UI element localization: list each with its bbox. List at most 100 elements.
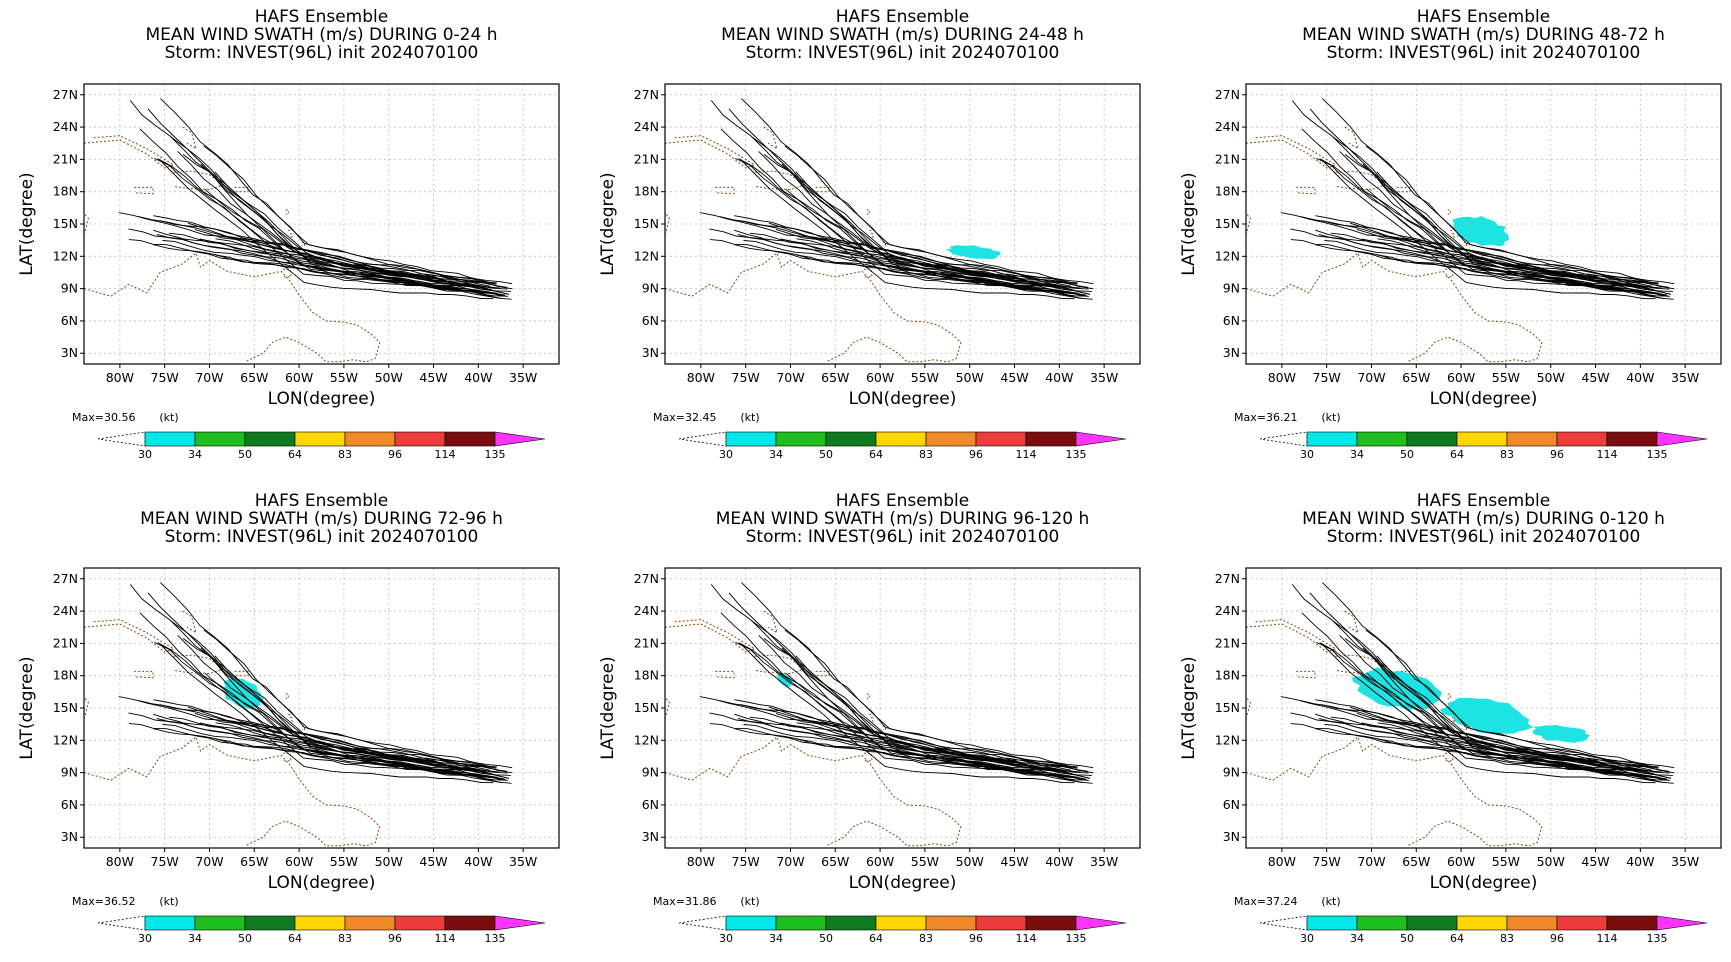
ensemble-track: [215, 738, 500, 773]
colorbar-level-label: 135: [485, 448, 506, 461]
y-tick-label: 18N: [53, 668, 78, 683]
colorbar-level-label: 50: [238, 932, 252, 945]
colorbar-segment: [975, 431, 1027, 447]
ensemble-track: [147, 592, 513, 774]
y-axis-label: LAT(degree): [598, 656, 618, 759]
colorbar-segment: [294, 915, 346, 931]
colorbar-level-label: 34: [1350, 932, 1364, 945]
x-tick-label: 45W: [1581, 370, 1609, 385]
coastline: [1246, 696, 1252, 719]
colorbar-segment: [1506, 431, 1558, 447]
colorbar-level-label: 64: [288, 932, 302, 945]
x-tick-label: 80W: [687, 854, 715, 869]
y-tick-label: 24N: [53, 119, 78, 134]
colorbar-level-label: 30: [719, 448, 733, 461]
ensemble-track: [1316, 641, 1655, 781]
colorbar-level-label: 83: [919, 448, 933, 461]
ensemble-track: [1309, 592, 1675, 774]
max-wind-unit: (kt): [1321, 895, 1340, 908]
y-axis-label: LAT(degree): [17, 172, 37, 275]
x-tick-label: 60W: [1447, 370, 1475, 385]
coastline: [665, 135, 756, 169]
x-tick-label: 75W: [732, 370, 760, 385]
ensemble-track: [160, 98, 513, 285]
colorbar-segment: [875, 431, 927, 447]
plot-frame: [83, 83, 560, 365]
x-tick-label: 50W: [1537, 854, 1565, 869]
y-axis-label: LAT(degree): [17, 656, 37, 759]
coastline: [1344, 126, 1359, 150]
colorbar-segment: [1025, 431, 1077, 447]
colorbar-segment: [194, 431, 246, 447]
colorbar-segment: [344, 431, 396, 447]
coastline: [173, 170, 224, 191]
max-wind-label: Max=36.52: [72, 895, 135, 908]
colorbar-level-label: 50: [238, 448, 252, 461]
y-tick-label: 21N: [1215, 151, 1240, 166]
colorbar-segment: [1356, 915, 1408, 931]
x-tick-label: 60W: [866, 854, 894, 869]
x-tick-label: 60W: [1447, 854, 1475, 869]
chart-model-title: HAFS Ensemble: [255, 7, 388, 27]
x-tick-label: 50W: [956, 370, 984, 385]
colorbar-segment: [975, 915, 1027, 931]
colorbar-level-label: 135: [1647, 448, 1668, 461]
x-tick-label: 40W: [1045, 370, 1073, 385]
max-wind-unit: (kt): [740, 895, 759, 908]
colorbar-level-label: 50: [1400, 932, 1414, 945]
x-tick-label: 60W: [285, 370, 313, 385]
chart-title: MEAN WIND SWATH (m/s) DURING 96-120 h: [716, 509, 1090, 529]
y-tick-label: 27N: [634, 571, 659, 586]
colorbar-segment: [825, 915, 877, 931]
colorbar-segment: [1456, 915, 1508, 931]
x-tick-label: 60W: [285, 854, 313, 869]
ensemble-track: [139, 612, 497, 773]
y-tick-label: 3N: [61, 345, 78, 360]
coastline: [84, 212, 90, 235]
colorbar-level-label: 34: [1350, 448, 1364, 461]
ensemble-track: [1322, 582, 1675, 769]
plot-frame: [83, 567, 560, 849]
colorbar-level-label: 34: [188, 932, 202, 945]
x-tick-label: 75W: [1313, 854, 1341, 869]
colorbar-over-triangle: [1075, 915, 1127, 931]
ensemble-track: [1362, 647, 1653, 775]
coastline: [715, 186, 735, 195]
x-tick-label: 70W: [776, 854, 804, 869]
x-tick-label: 55W: [330, 370, 358, 385]
ensemble-track: [1362, 163, 1653, 291]
y-tick-label: 15N: [53, 216, 78, 231]
x-tick-label: 65W: [240, 854, 268, 869]
colorbar-level-label: 30: [1300, 448, 1314, 461]
max-wind-label: Max=31.86: [653, 895, 716, 908]
chart-title: MEAN WIND SWATH (m/s) DURING 24-48 h: [721, 25, 1084, 45]
plot-frame: [664, 567, 1141, 849]
y-tick-label: 18N: [1215, 668, 1240, 683]
coastline: [871, 717, 874, 723]
coastline: [754, 654, 805, 675]
ensemble-track: [154, 157, 493, 297]
x-tick-label: 80W: [1268, 370, 1296, 385]
colorbar-under-triangle: [678, 431, 727, 447]
ensemble-track: [160, 582, 513, 769]
x-tick-label: 35W: [1671, 370, 1699, 385]
colorbar-level-label: 83: [338, 932, 352, 945]
colorbar-level-label: 135: [485, 932, 506, 945]
y-tick-label: 6N: [61, 797, 78, 812]
y-tick-label: 12N: [53, 248, 78, 263]
ensemble-track: [1315, 699, 1672, 779]
colorbar-level-label: 83: [338, 448, 352, 461]
x-axis-label: LON(degree): [268, 389, 376, 409]
y-tick-label: 9N: [642, 765, 659, 780]
y-tick-label: 3N: [1223, 829, 1240, 844]
x-tick-label: 35W: [509, 370, 537, 385]
x-tick-label: 65W: [821, 370, 849, 385]
x-tick-label: 50W: [1537, 370, 1565, 385]
y-tick-label: 18N: [634, 668, 659, 683]
coastline: [84, 252, 381, 363]
colorbar-over-triangle: [494, 431, 546, 447]
coastline: [754, 170, 805, 191]
y-tick-label: 21N: [53, 635, 78, 650]
